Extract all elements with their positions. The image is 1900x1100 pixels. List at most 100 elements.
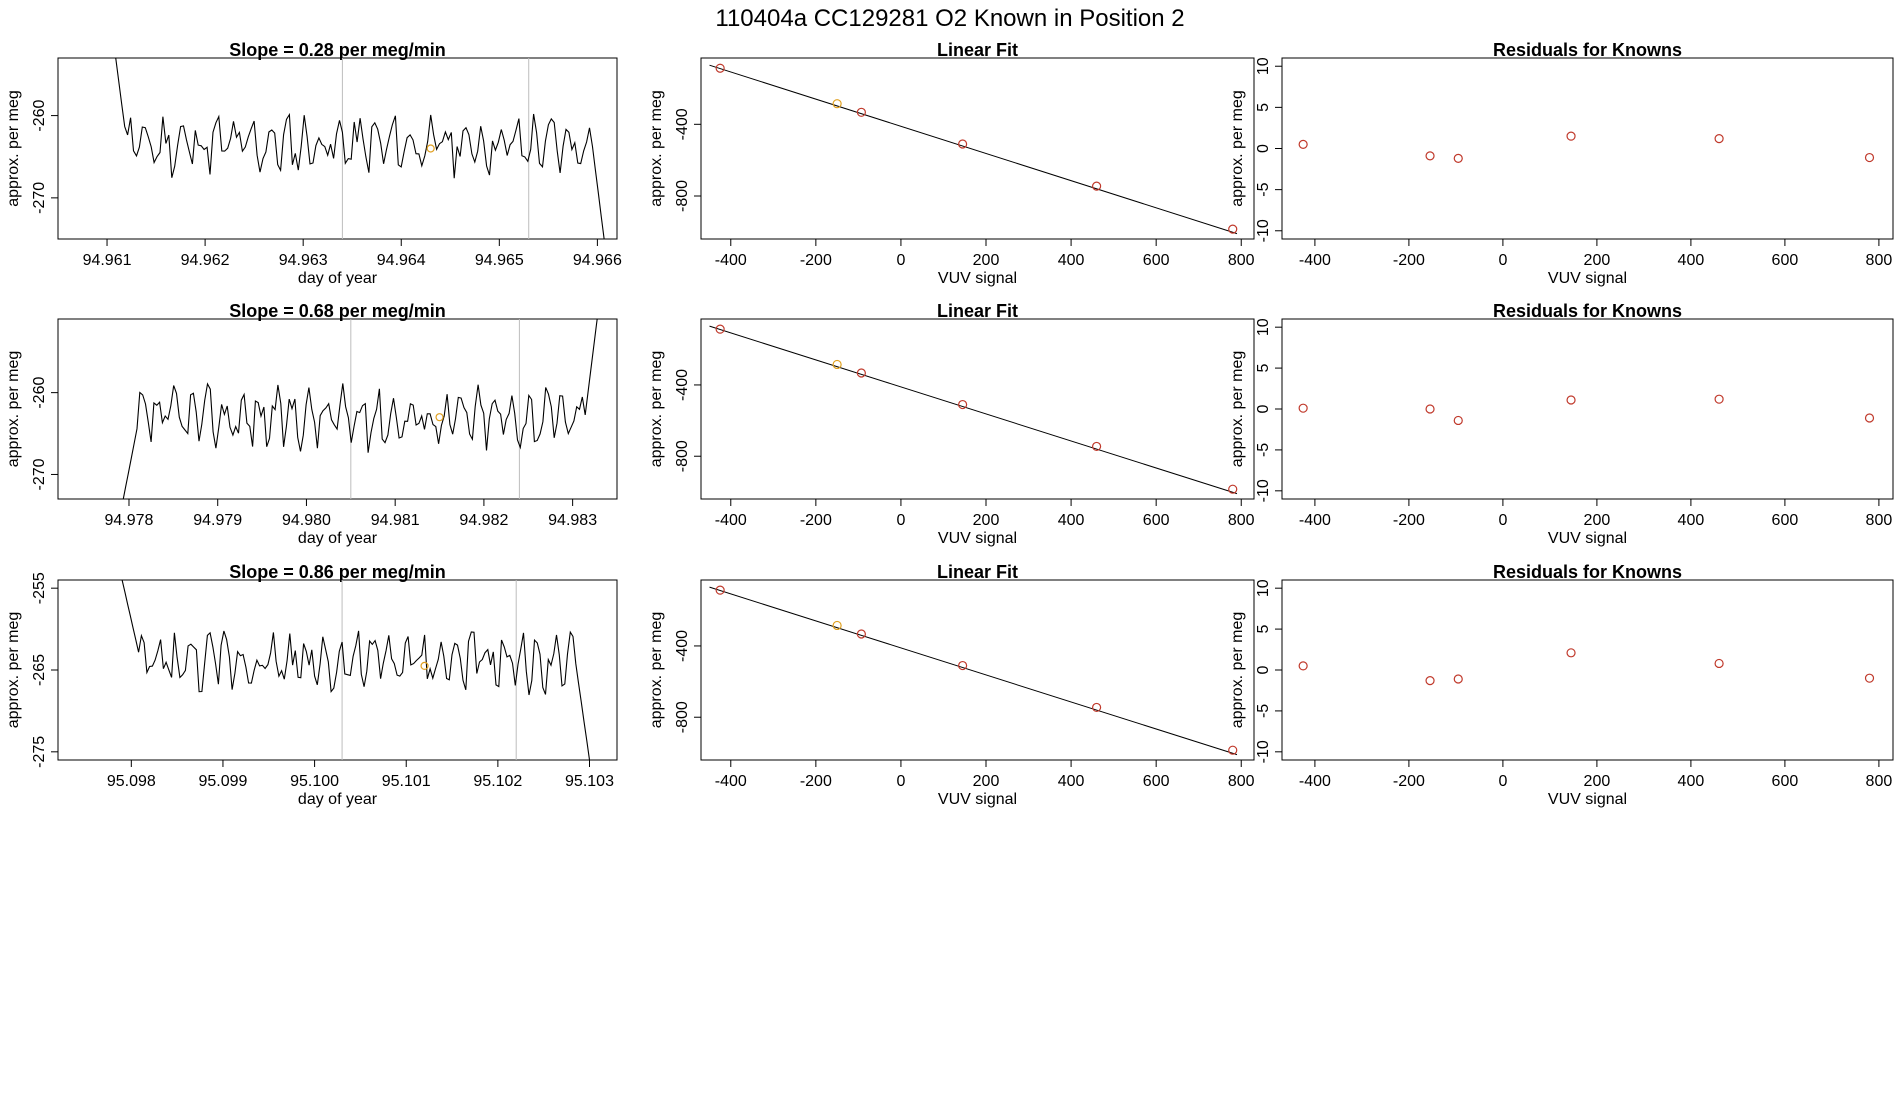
residual-point (1298, 403, 1308, 413)
x-tick-label: -200 (800, 512, 832, 529)
y-axis-label: approx. per meg (1229, 90, 1246, 207)
x-axis-label: day of year (298, 530, 378, 547)
x-tick-label: 94.961 (83, 252, 132, 269)
panel-title: Residuals for Knowns (1493, 301, 1682, 321)
x-tick-label: 400 (1058, 252, 1085, 269)
x-tick-label: 0 (1498, 773, 1507, 790)
x-tick-label: 600 (1143, 512, 1170, 529)
residual-point (1453, 674, 1463, 684)
y-tick-label: 0 (1255, 404, 1272, 413)
fit-line (709, 586, 1238, 756)
trace-line (121, 580, 591, 760)
x-tick-label: 400 (1678, 252, 1705, 269)
y-tick-label: -5 (1255, 443, 1272, 457)
residual-point (1425, 151, 1435, 161)
fit-line (709, 325, 1238, 495)
x-tick-label: -200 (1393, 773, 1425, 790)
x-tick-label: -200 (800, 773, 832, 790)
plot-area (709, 585, 1238, 756)
x-axis-label: VUV signal (1548, 791, 1627, 808)
x-tick-label: 400 (1058, 512, 1085, 529)
x-tick-label: 800 (1866, 512, 1893, 529)
y-tick-label: -800 (674, 440, 691, 472)
x-tick-label: 800 (1228, 252, 1255, 269)
x-tick-label: 200 (1584, 252, 1611, 269)
x-axis-label: VUV signal (1548, 530, 1627, 547)
known-marker (426, 144, 435, 153)
calibration-point (856, 368, 866, 378)
panel-title: Residuals for Knowns (1493, 562, 1682, 582)
y-axis-label: approx. per meg (5, 612, 22, 729)
y-axis-label: approx. per meg (5, 351, 22, 468)
x-tick-label: 600 (1143, 773, 1170, 790)
calibration-point (856, 629, 866, 639)
calibration-point (1092, 702, 1102, 713)
x-tick-label: 94.964 (377, 252, 426, 269)
y-tick-label: -10 (1255, 219, 1272, 242)
x-tick-label: 800 (1228, 512, 1255, 529)
y-axis-label: approx. per meg (648, 612, 665, 729)
plot-frame (57, 579, 618, 761)
x-tick-label: 94.963 (279, 252, 328, 269)
y-tick-label: -10 (1255, 479, 1272, 502)
calibration-point (1092, 181, 1102, 191)
calibration-point (715, 324, 725, 334)
panel-resid-row1: Residuals for Knowns -400 -200 0 200 400 600 80… (1229, 40, 1894, 287)
x-tick-label: -200 (1393, 512, 1425, 529)
y-tick-label: -400 (674, 630, 691, 662)
residual-point (1714, 658, 1724, 669)
x-tick-label: 0 (896, 512, 905, 529)
x-tick-label: 400 (1678, 773, 1705, 790)
x-axis-label: VUV signal (1548, 270, 1627, 287)
plot-frame (1281, 579, 1894, 761)
residual-point (1566, 648, 1576, 658)
x-tick-label: 0 (1498, 512, 1507, 529)
panel-trace-row1: Slope = 0.28 per meg/min 94.961 94.962 94.9… (5, 40, 622, 287)
x-tick-label: 95.098 (107, 773, 156, 790)
y-tick-label: -10 (1255, 740, 1272, 763)
calibration-point (1228, 484, 1238, 494)
panel-title: Residuals for Knowns (1493, 40, 1682, 60)
x-tick-label: 800 (1228, 773, 1255, 790)
panel-resid-row3: Residuals for Knowns -400 -200 0 200 400 600 80… (1229, 562, 1894, 808)
y-tick-label: -5 (1255, 182, 1272, 196)
residual-point (1714, 134, 1724, 144)
x-axis-label: day of year (298, 270, 378, 287)
trace-line (122, 319, 598, 499)
x-tick-label: 95.100 (290, 773, 339, 790)
y-tick-label: 5 (1255, 103, 1272, 112)
y-axis-label: approx. per meg (648, 351, 665, 468)
y-tick-label: 0 (1255, 665, 1272, 674)
x-tick-label: 95.102 (473, 773, 522, 790)
x-tick-label: 94.966 (573, 252, 622, 269)
calibration-point (1228, 224, 1238, 234)
x-tick-label: 800 (1866, 773, 1893, 790)
known-point (832, 99, 842, 109)
calibration-point (1092, 441, 1102, 452)
calibration-point (958, 399, 968, 410)
trace-line (115, 58, 605, 239)
known-point (832, 620, 842, 631)
y-tick-label: -260 (31, 377, 48, 409)
plot-frame (700, 57, 1255, 240)
y-tick-label: -275 (31, 736, 48, 768)
x-axis-label: day of year (298, 791, 378, 808)
residual-point (1566, 395, 1576, 405)
x-tick-label: 600 (1772, 512, 1799, 529)
x-tick-label: 94.982 (459, 512, 508, 529)
x-tick-label: -200 (800, 252, 832, 269)
y-tick-label: -400 (674, 369, 691, 401)
panel-trace-row3: Slope = 0.86 per meg/min 95.098 95.099 95.1… (5, 562, 618, 808)
plot-area (115, 58, 605, 239)
x-tick-label: 200 (973, 252, 1000, 269)
x-tick-label: -400 (1299, 512, 1331, 529)
residual-point (1425, 404, 1435, 414)
calibration-point (958, 660, 968, 671)
x-tick-label: 94.979 (193, 512, 242, 529)
y-tick-label: -260 (31, 99, 48, 131)
x-tick-label: 94.965 (475, 252, 524, 269)
panel-title: Slope = 0.86 per meg/min (229, 562, 446, 582)
x-tick-label: 0 (896, 773, 905, 790)
residual-point (1298, 661, 1308, 671)
residual-point (1714, 394, 1724, 404)
